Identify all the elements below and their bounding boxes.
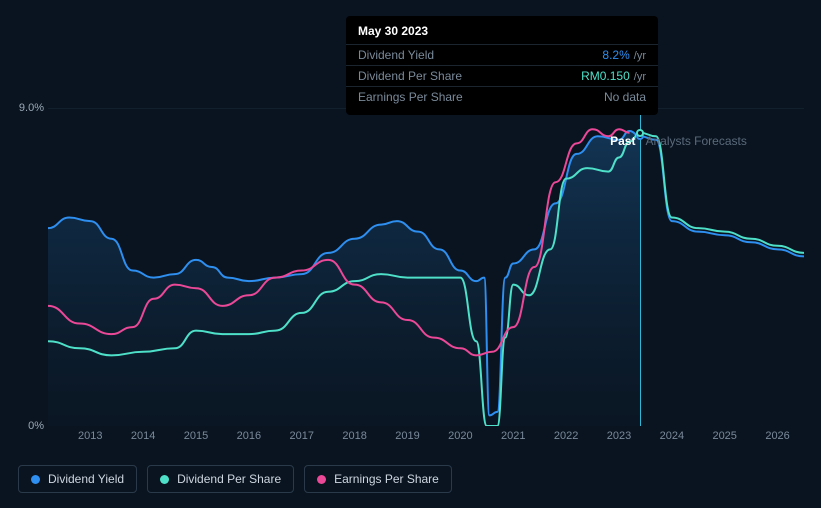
- hover-line: [640, 108, 641, 426]
- tooltip-row-label: Dividend Per Share: [358, 69, 462, 83]
- x-axis-tick: 2013: [78, 430, 102, 442]
- legend-toggles: Dividend Yield Dividend Per Share Earnings…: [18, 465, 452, 493]
- x-axis-tick: 2017: [290, 430, 314, 442]
- period-past-label: Past: [610, 134, 635, 148]
- x-axis-tick: 2015: [184, 430, 208, 442]
- x-axis: 2013 2014 2015 2016 2017 2018 2019 2020 2021 2022…: [48, 430, 804, 450]
- legend-label: Dividend Yield: [48, 472, 124, 486]
- x-axis-tick: 2024: [660, 430, 684, 442]
- x-axis-tick: 2020: [448, 430, 472, 442]
- tooltip-date: May 30 2023: [346, 24, 658, 44]
- period-labels: Past Analysts Forecasts: [610, 134, 747, 148]
- x-axis-tick: 2019: [395, 430, 419, 442]
- x-axis-tick: 2025: [712, 430, 736, 442]
- legend-toggle[interactable]: Dividend Per Share: [147, 465, 294, 493]
- legend-dot-icon: [31, 475, 40, 484]
- y-axis-label: 9.0%: [19, 102, 44, 114]
- legend-dot-icon: [160, 475, 169, 484]
- legend-dot-icon: [317, 475, 326, 484]
- legend-label: Dividend Per Share: [177, 472, 281, 486]
- x-axis-tick: 2014: [131, 430, 155, 442]
- x-axis-tick: 2022: [554, 430, 578, 442]
- tooltip-row-label: Dividend Yield: [358, 48, 434, 62]
- tooltip-row: Dividend Per Share RM0.150/yr: [346, 65, 658, 86]
- tooltip-row: Dividend Yield 8.2%/yr: [346, 44, 658, 65]
- tooltip-row-value: 8.2%/yr: [602, 48, 646, 62]
- legend-label: Earnings Per Share: [334, 472, 439, 486]
- chart-tooltip: May 30 2023 Dividend Yield8.2%/yrDividen…: [346, 16, 658, 115]
- x-axis-tick: 2018: [342, 430, 366, 442]
- period-forecast-label: Analysts Forecasts: [645, 134, 746, 148]
- x-axis-tick: 2026: [765, 430, 789, 442]
- legend-toggle[interactable]: Earnings Per Share: [304, 465, 452, 493]
- legend-toggle[interactable]: Dividend Yield: [18, 465, 137, 493]
- tooltip-row-value: RM0.150/yr: [581, 69, 646, 83]
- chart-svg: [48, 108, 804, 426]
- tooltip-rows: Dividend Yield 8.2%/yr Dividend Per Share R…: [346, 44, 658, 107]
- x-axis-tick: 2023: [607, 430, 631, 442]
- chart-plot[interactable]: 0%9.0%: [48, 108, 804, 426]
- x-axis-tick: 2021: [501, 430, 525, 442]
- tooltip-row-value: No data: [604, 90, 646, 104]
- tooltip-row: Earnings Per Share No data: [346, 86, 658, 107]
- y-axis-label: 0%: [28, 420, 44, 432]
- x-axis-tick: 2016: [237, 430, 261, 442]
- chart: 0%9.0%: [18, 108, 804, 426]
- tooltip-row-label: Earnings Per Share: [358, 90, 463, 104]
